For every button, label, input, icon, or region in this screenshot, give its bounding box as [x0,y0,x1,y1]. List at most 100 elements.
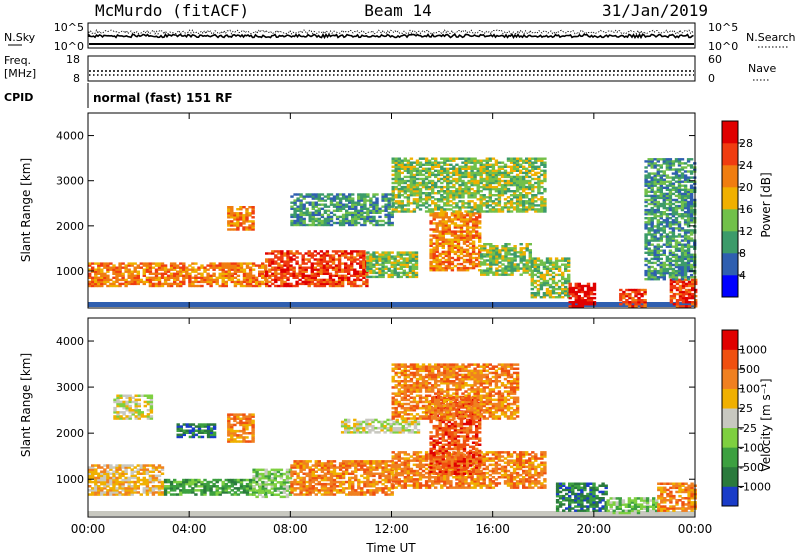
velocity-region [252,468,293,499]
power-colorbar-segment [722,231,738,254]
freq-label-1: Freq. [4,54,31,67]
power-colorbar-tick-label: 8 [739,247,746,260]
velocity-region [176,423,217,439]
velocity-colorbar-segment [722,369,738,389]
freq-tick-top: 18 [66,53,80,66]
xtick-label: 12:00 [374,522,409,536]
velocity-colorbar-tick-label: 1000 [739,344,767,357]
velocity-colorbar-tick-label: 500 [739,363,760,376]
xtick-label: 08:00 [273,522,308,536]
power-colorbar-segment [722,143,738,166]
power-region [290,193,394,227]
velocity-colorbar-label: Velocity [m s⁻¹] [759,378,773,471]
power-ytick-label: 4000 [56,130,84,143]
station-title: McMurdo (fitACF) [95,1,249,20]
velocity-colorbar-segment [722,408,738,429]
velocity-colorbar-tick-label: 25 [739,402,753,415]
noise-left-tick-top: 10^5 [54,21,84,34]
power-region [644,158,697,281]
power-region [88,262,268,288]
noise-panel-frame [87,22,696,49]
power-colorbar-tick-label: 4 [739,269,746,282]
power-colorbar-segment [722,275,738,298]
velocity-ytick-label: 1000 [56,473,84,486]
velocity-xticks: 00:00 04:00 08:00 12:00 16:00 20:00 00:00 [71,318,713,536]
velocity-colorbar-segment [722,349,738,370]
velocity-panel: 1000 2000 3000 4000 00:00 04:00 08:00 12:00 16:… [19,317,773,554]
nave-label: Nave [748,62,776,75]
power-colorbar-segment [722,209,738,232]
velocity-xlabel: Time UT [365,541,416,554]
power-colorbar-segment [722,253,738,276]
velocity-ytick-label: 4000 [56,335,84,348]
noise-traces [88,29,694,45]
power-cells [88,157,698,308]
xtick-label: 00:00 [71,522,106,536]
power-colorbar-segment [722,165,738,188]
power-colorbar-tick-label: 28 [739,137,753,150]
velocity-ylabel: Slant Range [km] [19,353,33,457]
power-yticks: 1000 2000 3000 4000 [56,130,695,278]
power-ylabel: Slant Range [km] [19,158,33,262]
velocity-colorbar-tick-label: -100 [739,441,764,454]
power-region [669,278,698,308]
velocity-colorbar-segment [722,447,738,468]
velocity-colorbar-tick-label: -500 [739,461,764,474]
power-colorbar: 4 8 12 16 20 24 28 [721,120,753,298]
velocity-ytick-label: 3000 [56,381,84,394]
velocity-region [391,363,520,420]
freq-tick-bottom: 8 [73,72,80,85]
velocity-region [340,418,421,434]
noise-sky-trace [88,32,694,40]
noise-left-tick-bottom: 10^0 [54,40,84,53]
power-colorbar-segment [722,187,738,210]
velocity-yticks: 1000 2000 3000 4000 [56,335,695,486]
power-region [619,288,647,308]
noise-left-label: N.Sky [4,31,36,44]
velocity-colorbar: 1000 500 100 25 -25 -100 -500 -1000 [721,329,771,507]
velocity-colorbar-segment [722,388,738,409]
power-colorbar-tick-label: 20 [739,181,753,194]
power-ytick-label: 2000 [56,220,84,233]
velocity-region [290,460,394,496]
freq-label-2: [MHz] [4,67,36,80]
velocity-region [555,482,608,512]
velocity-colorbar-tick-label: 100 [739,383,760,396]
power-colorbar-tick-label: 12 [739,225,753,238]
power-colorbar-tick-label: 16 [739,203,753,216]
nave-tick-top: 60 [708,53,722,66]
velocity-ytick-label: 2000 [56,427,84,440]
power-ytick-label: 1000 [56,265,84,278]
power-region [480,243,532,276]
power-region [568,282,597,308]
power-region [265,250,369,288]
power-region [227,206,255,231]
beam-title: Beam 14 [364,1,431,20]
velocity-region [163,478,268,496]
power-colorbar-segment [722,121,738,144]
xtick-label: 16:00 [475,522,510,536]
nave-tick-bottom: 0 [708,72,715,85]
power-colorbar-label: Power [dB] [759,172,773,237]
cpid-label: CPID [4,91,33,104]
noise-right-label: N.Search [746,31,796,44]
xtick-label: 20:00 [577,522,612,536]
velocity-colorbar-segment [722,486,738,507]
velocity-colorbar-segment [722,466,738,487]
velocity-region [657,482,697,512]
power-region [530,257,571,299]
power-region [391,157,547,213]
power-colorbar-tick-label: 24 [739,159,753,172]
power-region [429,212,482,272]
velocity-region [606,497,659,515]
xtick-label: 00:00 [678,522,713,536]
date-title: 31/Jan/2019 [602,1,708,20]
freq-panel: Freq. [MHz] 18 8 60 0 Nave [4,53,776,85]
power-region [366,251,419,279]
cpid-panel: CPID normal (fast) 151 RF [4,83,233,108]
velocity-region [227,413,255,443]
velocity-cells [88,363,697,516]
xtick-label: 04:00 [172,522,207,536]
noise-search-trace [88,29,694,35]
